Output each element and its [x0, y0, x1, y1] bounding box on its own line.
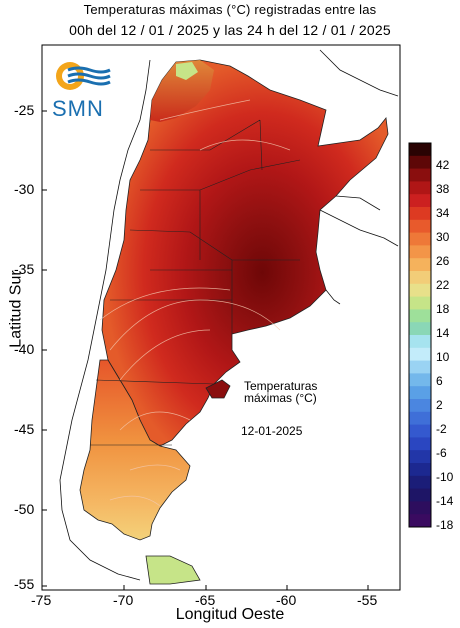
colorbar-swatch	[409, 245, 431, 259]
smn-sun-wave-logo-icon	[56, 62, 111, 90]
colorbar-swatch	[409, 219, 431, 234]
colorbar-label: 2	[436, 398, 443, 412]
x-axis-label: Longitud Oeste	[175, 606, 285, 623]
colorbar-label: 26	[436, 254, 450, 268]
y-tick-label: -30	[14, 181, 35, 197]
colorbar-swatch	[409, 373, 431, 387]
y-tick-label: -50	[14, 501, 35, 517]
colorbar-swatch	[409, 501, 431, 515]
colorbar-label: 22	[436, 278, 450, 292]
map-title-line2: 00h del 12 / 01 / 2025 y las 24 h del 12…	[69, 22, 391, 38]
colorbar-swatch	[409, 155, 431, 170]
annotation-line2: máximas (°C)	[244, 391, 317, 405]
colorbar	[409, 143, 431, 528]
neighbor-borders	[319, 49, 399, 305]
patagonia-region	[79, 359, 191, 541]
chile-coastline	[59, 59, 151, 581]
colorbar-swatch	[409, 168, 431, 182]
x-tick-label: -65	[195, 592, 216, 608]
colorbar-swatch	[409, 232, 431, 246]
annotation-date: 12-01-2025	[241, 424, 303, 438]
colorbar-label: -18	[436, 518, 454, 532]
colorbar-swatch	[409, 463, 431, 477]
colorbar-label: -2	[436, 422, 447, 436]
x-tick-label: -70	[113, 592, 134, 608]
y-tick-label: -40	[14, 341, 35, 357]
y-tick-label: -35	[14, 261, 35, 277]
x-tick-label: -60	[276, 592, 297, 608]
colorbar-label: -6	[436, 446, 447, 460]
colorbar-swatch	[409, 258, 431, 272]
colorbar-swatch	[409, 271, 431, 285]
colorbar-swatch	[409, 450, 431, 464]
map-title-line1: Temperaturas máximas (°C) registradas en…	[83, 2, 377, 17]
colorbar-label: 34	[436, 206, 450, 220]
colorbar-label: 30	[436, 230, 450, 244]
colorbar-swatch	[409, 194, 431, 208]
colorbar-swatch	[409, 181, 431, 195]
colorbar-label: 14	[436, 326, 450, 340]
colorbar-swatch	[409, 475, 431, 490]
smn-logo-text: SMN	[52, 96, 104, 121]
colorbar-swatch	[409, 296, 431, 310]
colorbar-swatch	[409, 437, 431, 451]
colorbar-swatch	[409, 283, 431, 298]
colorbar-label: 42	[436, 158, 450, 172]
colorbar-label: 10	[436, 350, 450, 364]
x-tick-label: -55	[357, 592, 378, 608]
northwest-cool-region	[150, 60, 214, 122]
colorbar-swatch	[409, 514, 431, 528]
colorbar-swatch	[409, 399, 431, 413]
colorbar-swatch	[409, 322, 431, 336]
colorbar-swatch	[409, 143, 431, 157]
colorbar-swatch	[409, 360, 431, 374]
colorbar-swatch	[409, 335, 431, 349]
annotation-line1: Temperaturas	[244, 379, 318, 393]
plot-frame	[41, 44, 401, 591]
y-tick-label: -55	[14, 576, 35, 592]
colorbar-label: -10	[436, 470, 454, 484]
colorbar-label: 38	[436, 182, 450, 196]
y-tick-label: -45	[14, 421, 35, 437]
colorbar-swatch	[409, 386, 431, 400]
annotation-title: Temperaturas máximas (°C)	[244, 380, 317, 404]
peninsula-valdes	[205, 379, 231, 399]
colorbar-label: 18	[436, 302, 450, 316]
colorbar-swatch	[409, 309, 431, 323]
colorbar-swatch	[409, 424, 431, 438]
colorbar-swatch	[409, 411, 431, 426]
argentina-heat-region	[101, 59, 389, 447]
colorbar-frame	[408, 142, 432, 528]
colorbar-label: -14	[436, 494, 454, 508]
x-tick-label: -75	[31, 592, 52, 608]
colorbar-label: 6	[436, 374, 443, 388]
colorbar-swatch	[409, 488, 431, 502]
province-borders	[90, 119, 301, 446]
colorbar-swatch	[409, 207, 431, 221]
smn-logo	[52, 58, 112, 96]
colorbar-swatch	[409, 347, 431, 362]
y-axis-label: Latitud Sur	[7, 270, 25, 348]
tierra-del-fuego	[145, 555, 201, 585]
y-tick-label: -25	[14, 102, 35, 118]
northwest-green-spot	[176, 62, 198, 80]
